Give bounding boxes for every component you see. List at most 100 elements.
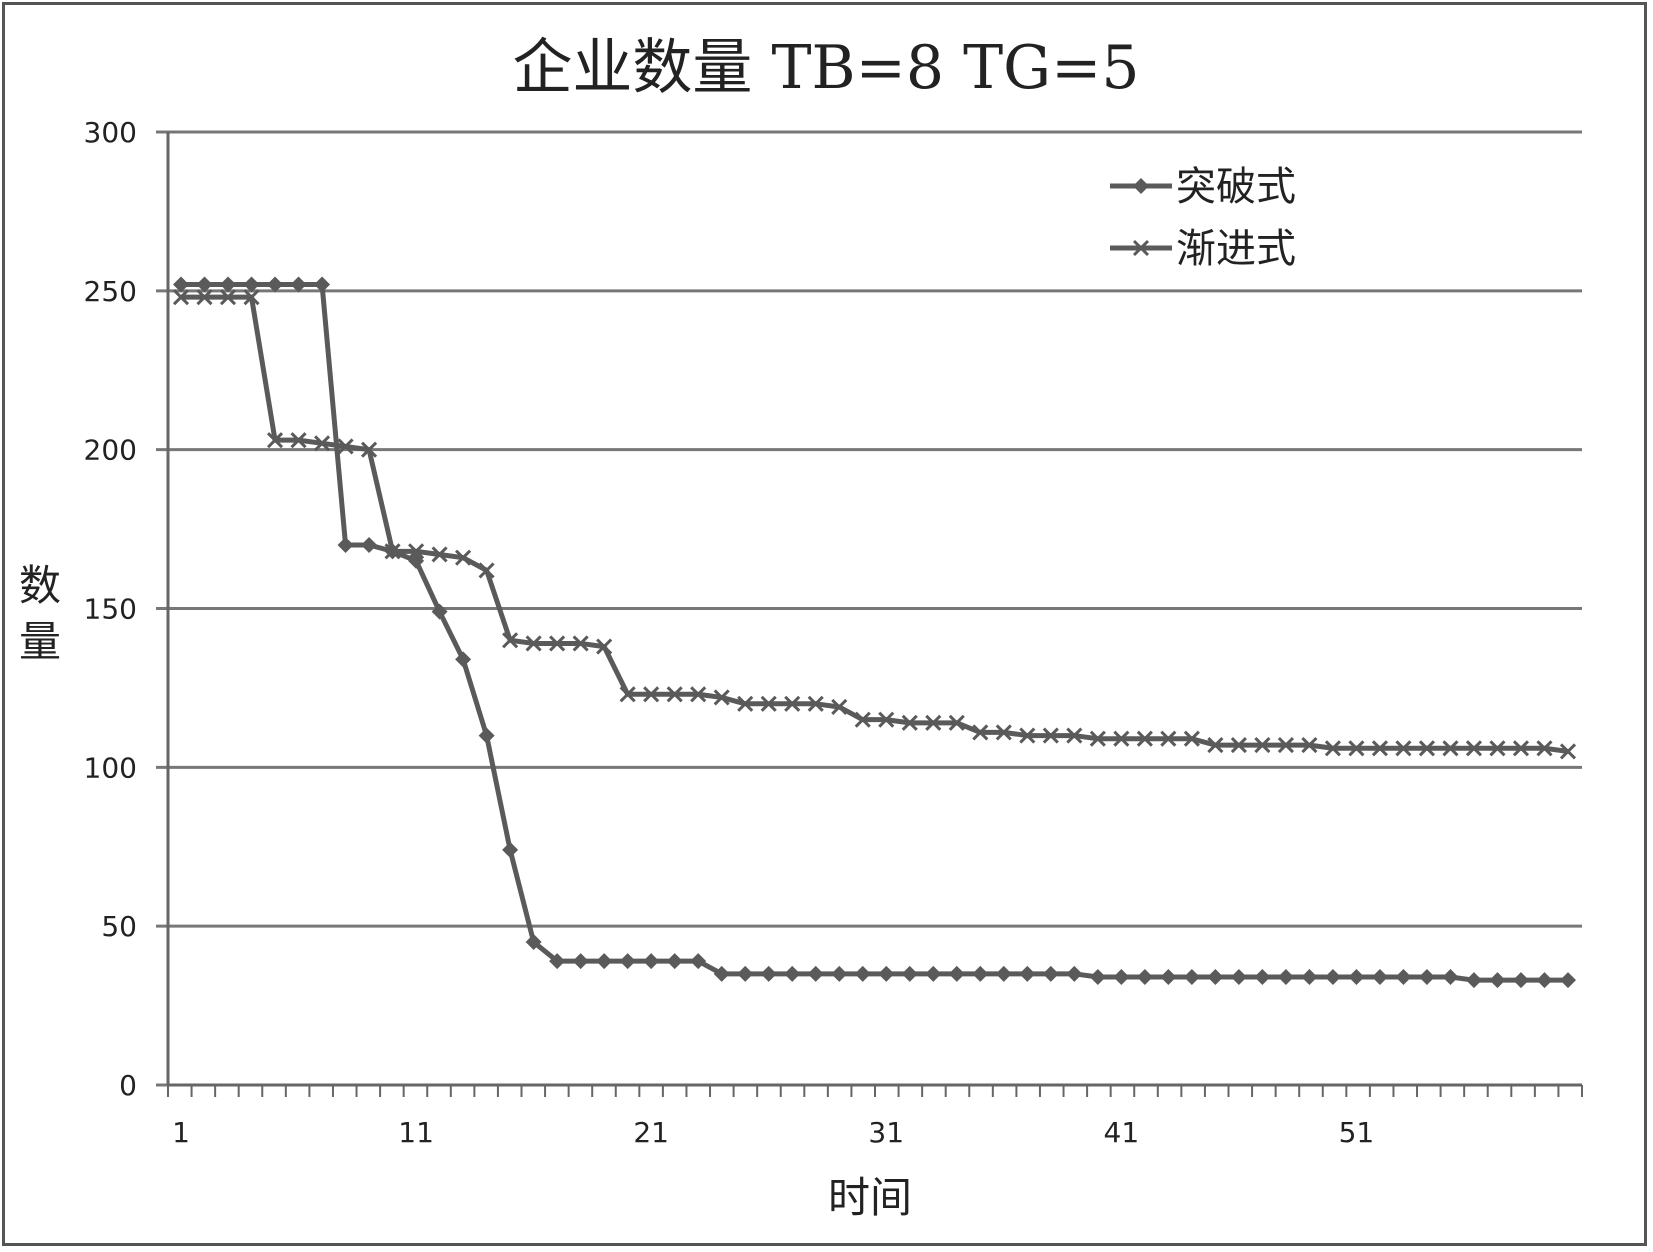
y-tick-label: 150 bbox=[84, 593, 137, 626]
y-tick-label: 250 bbox=[84, 275, 137, 308]
y-tick-label: 100 bbox=[84, 751, 137, 784]
data-point-diamond bbox=[948, 965, 965, 982]
data-point-diamond bbox=[901, 965, 918, 982]
data-point-x bbox=[1230, 737, 1247, 754]
data-point-x bbox=[1042, 727, 1059, 744]
data-point-diamond bbox=[572, 953, 589, 970]
data-point-diamond bbox=[972, 965, 989, 982]
data-point-diamond bbox=[1489, 972, 1506, 989]
data-point-diamond bbox=[196, 276, 213, 293]
series-breakthrough bbox=[173, 276, 1576, 989]
data-point-diamond bbox=[431, 603, 448, 620]
data-point-diamond bbox=[1324, 968, 1341, 985]
data-point-diamond bbox=[1301, 968, 1318, 985]
x-tick-label: 31 bbox=[868, 1116, 904, 1149]
data-point-diamond bbox=[831, 965, 848, 982]
data-point-diamond bbox=[1042, 965, 1059, 982]
data-point-x bbox=[666, 686, 683, 703]
x-tick-labels: 1 11 21 31 41 51 bbox=[172, 1116, 1374, 1149]
data-point-diamond bbox=[643, 953, 660, 970]
data-point-diamond bbox=[314, 276, 331, 293]
data-point-x bbox=[1089, 730, 1106, 747]
data-point-diamond bbox=[596, 953, 613, 970]
data-point-diamond bbox=[925, 965, 942, 982]
data-point-diamond bbox=[878, 965, 895, 982]
data-point-x bbox=[431, 546, 448, 563]
data-point-diamond bbox=[1348, 968, 1365, 985]
data-point-x bbox=[196, 289, 213, 306]
x-tick-label: 51 bbox=[1339, 1116, 1375, 1149]
legend-item: 突破式 bbox=[1110, 164, 1296, 210]
data-point-x bbox=[1489, 740, 1506, 757]
data-point-x bbox=[995, 724, 1012, 741]
data-point-diamond bbox=[243, 276, 260, 293]
x-tick-label: 41 bbox=[1104, 1116, 1140, 1149]
legend-label: 突破式 bbox=[1176, 164, 1296, 210]
data-point-diamond bbox=[1512, 972, 1529, 989]
data-point-x bbox=[478, 562, 495, 579]
data-point-diamond bbox=[337, 536, 354, 553]
data-point-x bbox=[172, 289, 190, 306]
data-point-diamond bbox=[173, 276, 189, 293]
data-point-x bbox=[878, 711, 895, 728]
data-point-diamond bbox=[1560, 972, 1576, 989]
series-line bbox=[181, 281, 1568, 983]
data-point-x bbox=[1019, 727, 1036, 744]
y-tick-label: 300 bbox=[84, 116, 137, 149]
data-point-x bbox=[1301, 737, 1318, 754]
data-point-diamond bbox=[1442, 968, 1459, 985]
data-point-diamond bbox=[737, 965, 754, 982]
data-point-diamond bbox=[666, 953, 683, 970]
data-point-x bbox=[1160, 730, 1177, 747]
legend-label: 渐进式 bbox=[1176, 226, 1296, 272]
data-point-x bbox=[1371, 740, 1388, 757]
data-point-diamond bbox=[1183, 968, 1200, 985]
data-point-diamond bbox=[1089, 968, 1106, 985]
data-point-x bbox=[807, 695, 824, 712]
data-point-x bbox=[1559, 743, 1577, 760]
data-point-diamond bbox=[784, 965, 801, 982]
data-point-diamond bbox=[1019, 965, 1036, 982]
data-point-diamond bbox=[995, 965, 1012, 982]
data-point-x bbox=[313, 435, 331, 452]
data-point-diamond bbox=[1136, 968, 1153, 985]
x-axis-label: 时间 bbox=[828, 1173, 912, 1222]
data-point-diamond bbox=[525, 934, 542, 951]
data-point-diamond bbox=[1536, 972, 1553, 989]
data-point-x bbox=[1254, 737, 1271, 754]
grid-lines bbox=[156, 130, 1582, 1087]
data-point-diamond bbox=[760, 965, 777, 982]
data-point-x bbox=[408, 543, 425, 560]
data-point-x bbox=[948, 714, 965, 731]
data-point-diamond bbox=[1371, 968, 1388, 985]
data-point-x bbox=[1113, 730, 1130, 747]
data-point-x bbox=[384, 543, 401, 560]
data-point-x bbox=[525, 635, 542, 652]
data-point-diamond bbox=[619, 953, 636, 970]
y-tick-label: 50 bbox=[101, 910, 137, 943]
legend-item: 渐进式 bbox=[1110, 226, 1296, 272]
data-point-diamond bbox=[290, 276, 307, 293]
data-point-x bbox=[572, 635, 589, 652]
data-point-x bbox=[1512, 740, 1530, 757]
data-point-x bbox=[713, 689, 730, 706]
data-point-x bbox=[1277, 737, 1294, 754]
data-point-x bbox=[784, 695, 801, 712]
data-point-diamond bbox=[1230, 968, 1247, 985]
data-point-x bbox=[290, 432, 307, 449]
data-point-x bbox=[1465, 740, 1483, 757]
data-point-x bbox=[643, 686, 660, 703]
chart-title: 企业数量 TB=8 TG=5 bbox=[512, 33, 1139, 103]
data-point-x bbox=[549, 635, 566, 652]
data-point-x bbox=[760, 695, 777, 712]
data-point-diamond bbox=[1133, 178, 1149, 194]
data-point-x bbox=[596, 638, 613, 655]
data-point-x bbox=[455, 549, 472, 566]
data-point-diamond bbox=[1418, 968, 1435, 985]
x-tick-label: 21 bbox=[633, 1116, 669, 1149]
data-point-diamond bbox=[361, 536, 378, 553]
data-point-x bbox=[737, 695, 754, 712]
data-point-x bbox=[972, 724, 989, 741]
